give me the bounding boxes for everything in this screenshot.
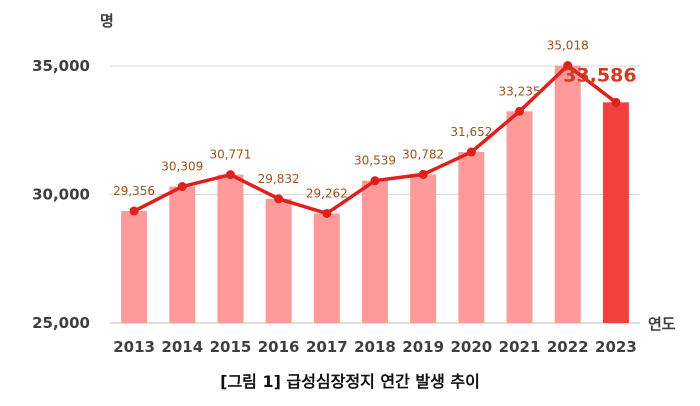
data-label-2013: 29,356: [113, 184, 155, 198]
x-tick-label: 2020: [450, 338, 492, 356]
point-2019: [418, 169, 428, 179]
data-label-2014: 30,309: [161, 160, 203, 174]
bars: [121, 65, 629, 323]
x-tick-label: 2017: [306, 338, 348, 356]
x-axis-ticks: 2013 2014 2015 2016 2017 2018 2019 2020 2021 2022…: [113, 338, 637, 356]
x-tick-label: 2018: [354, 338, 396, 356]
bar-2023: [602, 102, 629, 323]
x-tick-label: 2013: [113, 338, 155, 356]
data-label-2022: 35,018: [547, 39, 589, 53]
bar-2020: [458, 152, 485, 323]
bar-2013: [121, 211, 148, 323]
point-2018: [370, 176, 380, 186]
bar-2015: [217, 174, 244, 323]
figure-caption: [그림 1] 급성심장정지 연간 발생 추이: [220, 372, 480, 391]
point-2023: [611, 97, 621, 107]
data-label-2017: 29,262: [306, 186, 348, 200]
data-label-2020: 31,652: [450, 125, 492, 139]
x-tick-label: 2023: [595, 338, 637, 356]
data-label-2019: 30,782: [402, 147, 444, 161]
data-labels: 29,356 30,309 30,771 29,832 29,262 30,539 30,7…: [113, 39, 636, 201]
x-tick-label: 2014: [161, 338, 203, 356]
x-tick-label: 2016: [258, 338, 300, 356]
bar-2017: [313, 213, 340, 323]
data-label-2016: 29,832: [258, 172, 300, 186]
point-2017: [322, 208, 332, 218]
data-label-2018: 30,539: [354, 154, 396, 168]
x-tick-label: 2019: [402, 338, 444, 356]
point-2014: [177, 182, 187, 192]
point-2022: [563, 61, 573, 71]
y-tick-label: 25,000: [32, 314, 90, 332]
trend-line: [129, 61, 621, 218]
bar-2022: [554, 65, 581, 323]
x-axis-label: 연도: [648, 315, 676, 333]
bar-2018: [362, 180, 388, 323]
bar-2021: [506, 111, 533, 323]
bar-2019: [410, 174, 437, 323]
point-2016: [274, 194, 284, 204]
y-axis-ticks: 25,000 30,000 35,000: [32, 57, 90, 332]
y-tick-label: 30,000: [32, 186, 90, 204]
point-2015: [225, 170, 235, 180]
y-axis-unit: 명: [100, 12, 114, 30]
x-tick-label: 2021: [499, 338, 541, 356]
bar-2014: [169, 186, 196, 323]
x-tick-label: 2022: [547, 338, 589, 356]
point-2020: [466, 147, 476, 157]
data-label-2023: 33,586: [563, 64, 636, 86]
data-label-2015: 30,771: [209, 148, 251, 162]
data-label-2021: 33,235: [499, 84, 541, 98]
point-2021: [515, 106, 525, 116]
x-tick-label: 2015: [210, 338, 252, 356]
point-2013: [129, 206, 139, 216]
bar-2016: [265, 198, 292, 323]
y-tick-label: 35,000: [32, 57, 90, 75]
